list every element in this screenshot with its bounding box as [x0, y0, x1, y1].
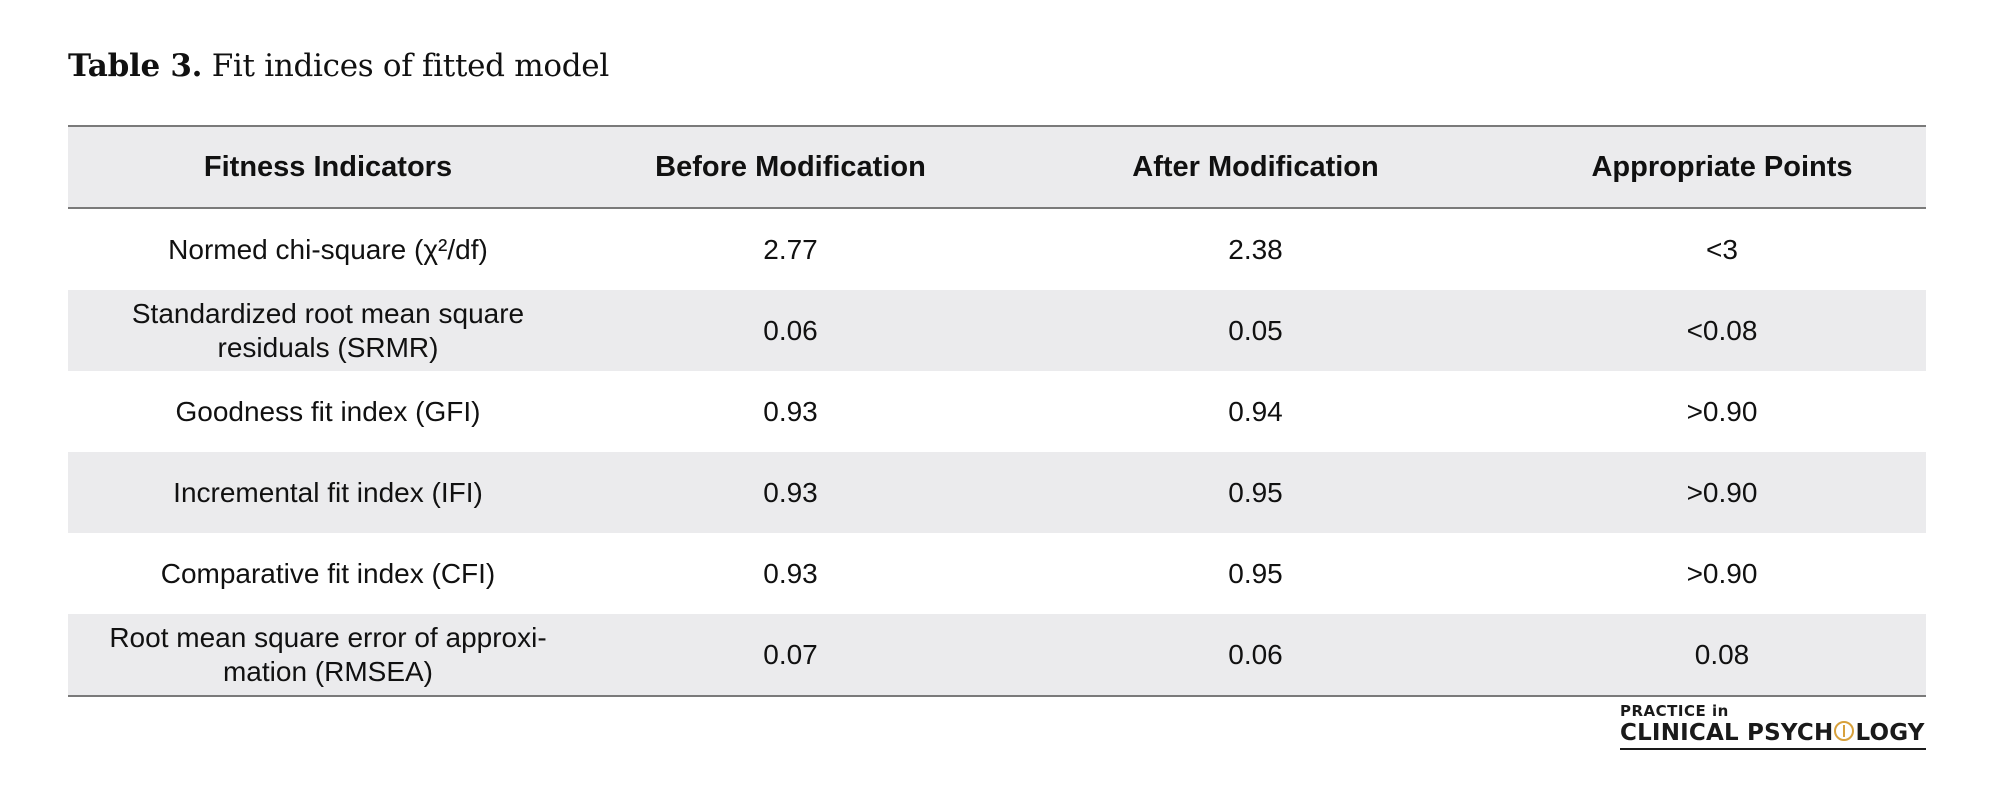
journal-logo: PRACTICE in CLINICAL PSYCH LOGY: [1620, 703, 1926, 750]
before-cell: 0.93: [763, 557, 818, 589]
header-appropriate-points: Appropriate Points: [1518, 126, 1926, 209]
table-row: Comparative fit index (CFI) 0.93 0.95 >0…: [68, 533, 1926, 614]
header-before-modification: Before Modification: [588, 126, 993, 209]
indicator-cell: Goodness fit index (GFI): [175, 395, 481, 427]
points-cell: >0.90: [1518, 452, 1926, 533]
indicator-cell: Incremental fit index (IFI): [68, 452, 588, 533]
after-cell: 0.06: [993, 614, 1518, 696]
points-cell: <0.08: [1518, 290, 1926, 371]
table-row: Standardized root mean square residuals …: [68, 290, 1926, 371]
after-cell: 2.38: [1228, 233, 1283, 265]
psi-circle-icon: [1834, 721, 1855, 741]
after-cell: 0.05: [993, 290, 1518, 371]
indicator-cell: Standardized root mean square residuals …: [68, 290, 588, 371]
indicator-cell: Normed chi-square (χ²/df): [168, 233, 488, 265]
before-cell: 2.77: [763, 233, 818, 265]
after-cell: 0.95: [993, 452, 1518, 533]
fit-indices-table: Fitness Indicators Before Modification A…: [68, 125, 1926, 697]
logo-bottom-post: LOGY: [1855, 720, 1925, 746]
points-cell: >0.90: [1686, 395, 1758, 427]
table-number: Table 3.: [68, 48, 203, 84]
logo-bottom-text: CLINICAL PSYCH LOGY: [1620, 720, 1926, 750]
table-row: Normed chi-square (χ²/df) 2.77 2.38 <3: [68, 208, 1926, 290]
before-cell: 0.07: [588, 614, 993, 696]
table-caption: Table 3. Fit indices of fitted model: [68, 48, 609, 84]
table-title: Fit indices of fitted model: [211, 48, 610, 84]
table-row: Goodness fit index (GFI) 0.93 0.94 >0.90: [68, 371, 1926, 452]
points-cell: >0.90: [1686, 557, 1758, 589]
logo-top-text: PRACTICE in: [1620, 702, 1729, 720]
points-cell: <3: [1706, 233, 1738, 265]
after-cell: 0.94: [1228, 395, 1283, 427]
indicator-cell: Root mean square error of approxi-mation…: [68, 614, 588, 696]
table-header-row: Fitness Indicators Before Modification A…: [68, 126, 1926, 209]
logo-bottom-pre: CLINICAL PSYCH: [1620, 720, 1834, 746]
points-cell: 0.08: [1518, 614, 1926, 696]
after-cell: 0.95: [1228, 557, 1283, 589]
before-cell: 0.06: [588, 290, 993, 371]
table-row: Incremental fit index (IFI) 0.93 0.95 >0…: [68, 452, 1926, 533]
before-cell: 0.93: [763, 395, 818, 427]
before-cell: 0.93: [588, 452, 993, 533]
table-row: Root mean square error of approxi-mation…: [68, 614, 1926, 696]
indicator-cell: Comparative fit index (CFI): [160, 557, 496, 589]
header-fitness-indicators: Fitness Indicators: [68, 126, 588, 209]
header-after-modification: After Modification: [993, 126, 1518, 209]
